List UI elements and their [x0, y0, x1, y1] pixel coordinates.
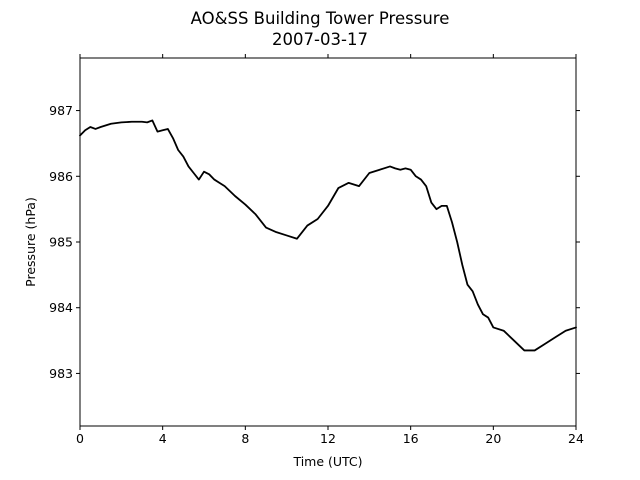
- x-tick-label: 16: [403, 431, 419, 446]
- y-tick-label: 986: [49, 169, 73, 184]
- x-tick-label: 0: [76, 431, 84, 446]
- chart-title: AO&SS Building Tower Pressure: [191, 9, 450, 28]
- y-tick-label: 987: [49, 103, 73, 118]
- x-axis-label: Time (UTC): [292, 454, 362, 469]
- y-tick-label: 985: [49, 235, 73, 250]
- y-tick-label: 983: [49, 366, 73, 381]
- plot-frame: [79, 57, 577, 427]
- x-tick-label: 20: [485, 431, 501, 446]
- x-tick-label: 8: [241, 431, 249, 446]
- x-tick-label: 24: [568, 431, 584, 446]
- y-axis-label: Pressure (hPa): [23, 197, 38, 287]
- chart-subtitle: 2007-03-17: [272, 30, 368, 49]
- y-tick-label: 984: [49, 300, 73, 315]
- x-tick-label: 4: [159, 431, 167, 446]
- pressure-series-line: [79, 119, 577, 352]
- x-tick-label: 12: [320, 431, 336, 446]
